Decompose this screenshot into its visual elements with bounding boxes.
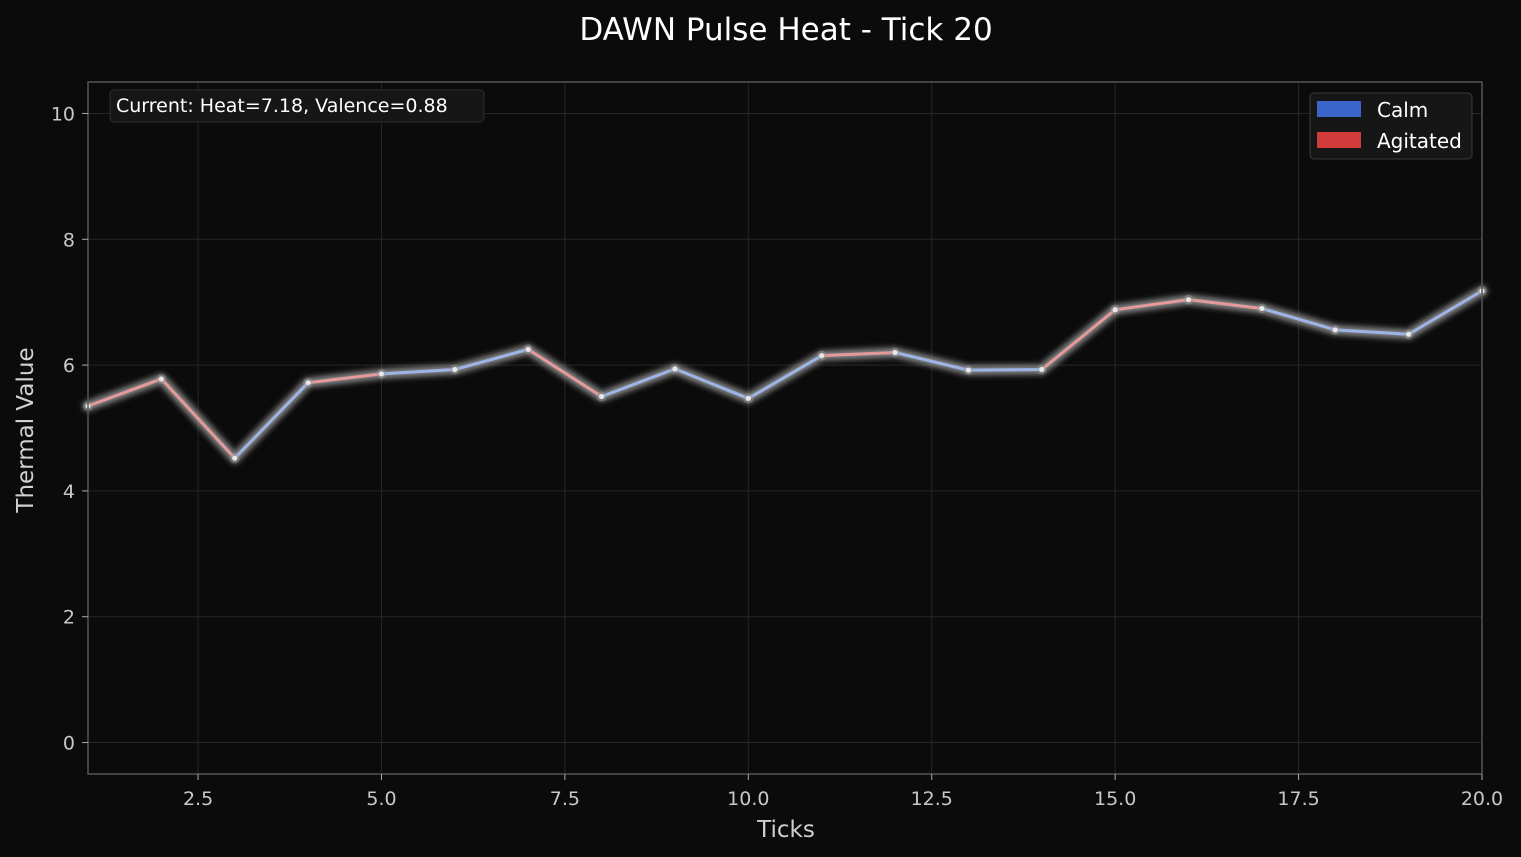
data-point: [819, 353, 825, 359]
annotation-text: Current: Heat=7.18, Valence=0.88: [116, 95, 448, 117]
line-segment-calm: [966, 367, 1044, 372]
data-point: [1039, 366, 1045, 373]
y-tick-label: 6: [63, 355, 75, 377]
line-segment-calm: [600, 367, 677, 399]
line-segment-agitated: [306, 372, 383, 385]
y-axis-ticks: 0 2 4 6 8 10: [51, 103, 88, 755]
x-tick-label: 15.0: [1094, 788, 1136, 810]
data-point: [1259, 305, 1265, 312]
x-tick-label: 10.0: [727, 788, 769, 810]
data-point: [525, 346, 531, 352]
data-point: [1406, 331, 1412, 337]
line-segment-calm: [379, 367, 457, 376]
line-segment-agitated: [526, 347, 604, 399]
line-segment-calm: [1333, 328, 1411, 336]
line-segment-calm: [233, 381, 310, 460]
line-segment-agitated: [1040, 308, 1117, 371]
data-point: [158, 376, 164, 382]
x-tick-label: 2.5: [183, 788, 213, 810]
x-tick-label: 17.5: [1277, 788, 1319, 810]
y-tick-label: 0: [63, 733, 75, 755]
line-segment-agitated: [86, 377, 163, 408]
y-tick-label: 8: [63, 229, 75, 251]
chart-title: DAWN Pulse Heat - Tick 20: [579, 12, 992, 48]
data-point: [1332, 327, 1338, 333]
x-tick-label: 12.5: [911, 788, 953, 810]
data-point: [232, 455, 238, 461]
line-segment-calm: [746, 354, 824, 400]
data-point: [745, 395, 751, 402]
data-point: [598, 393, 605, 400]
data-point: [672, 366, 678, 372]
line-segment-calm: [1407, 289, 1484, 336]
y-tick-label: 4: [63, 481, 75, 503]
data-point: [305, 380, 311, 386]
line-segment-agitated: [1187, 298, 1264, 310]
line-segment-calm: [673, 367, 750, 400]
legend-label-calm: Calm: [1377, 98, 1428, 122]
plot-frame: [87, 81, 1483, 775]
legend-swatch-calm: [1317, 101, 1361, 117]
y-tick-label: 2: [63, 607, 75, 629]
data-point: [1185, 297, 1192, 303]
x-tick-label: 7.5: [550, 788, 580, 810]
x-axis-label: Ticks: [756, 817, 815, 843]
line-segment-calm: [1260, 306, 1337, 332]
legend: Calm Agitated: [1309, 92, 1473, 160]
line-segment-calm: [893, 351, 970, 372]
data-point: [965, 367, 972, 373]
legend-label-agitated: Agitated: [1377, 129, 1462, 153]
current-annotation: Current: Heat=7.18, Valence=0.88: [109, 89, 485, 123]
annotation-box: [109, 89, 485, 123]
x-axis-ticks: 2.5 5.0 7.5 10.0 12.5 15.0 17.5 20.0: [183, 774, 1503, 810]
legend-swatch-agitated: [1317, 132, 1361, 148]
line-segment-agitated: [1113, 298, 1191, 312]
data-point: [1112, 307, 1118, 313]
plot-area: [88, 82, 1482, 774]
line-segment-agitated: [159, 377, 237, 460]
y-tick-label: 10: [51, 103, 75, 125]
line-segment-calm: [453, 347, 530, 371]
line-segments: [86, 289, 1484, 460]
x-tick-label: 5.0: [366, 788, 396, 810]
y-axis-label: Thermal Value: [13, 347, 39, 513]
line-segment-agitated: [820, 351, 897, 358]
data-point: [452, 366, 458, 373]
data-point: [892, 349, 898, 356]
data-point: [378, 371, 385, 377]
x-tick-label: 20.0: [1461, 788, 1503, 810]
